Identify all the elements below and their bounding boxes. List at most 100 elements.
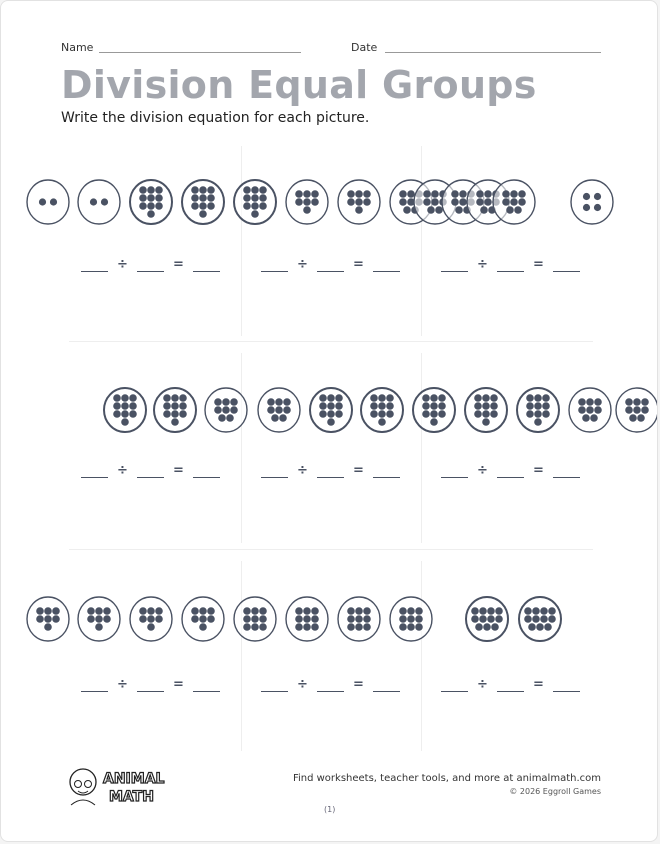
dot bbox=[386, 394, 394, 402]
divisor-blank[interactable] bbox=[317, 271, 344, 272]
dot bbox=[243, 623, 251, 631]
divide-sign: ÷ bbox=[477, 257, 488, 272]
divisor-blank[interactable] bbox=[497, 271, 524, 272]
division-equation: ÷ = bbox=[441, 257, 581, 275]
divisor-blank[interactable] bbox=[137, 271, 164, 272]
dot bbox=[327, 410, 335, 418]
dividend-blank[interactable] bbox=[441, 691, 468, 692]
group-circle bbox=[129, 179, 173, 225]
dividend-blank[interactable] bbox=[261, 691, 288, 692]
group-circle bbox=[129, 596, 173, 642]
group-circle bbox=[233, 179, 277, 225]
divisor-blank[interactable] bbox=[137, 691, 164, 692]
equals-sign: = bbox=[173, 677, 184, 692]
dot bbox=[243, 194, 251, 202]
quotient-blank[interactable] bbox=[553, 477, 580, 478]
divisor-blank[interactable] bbox=[497, 691, 524, 692]
dividend-blank[interactable] bbox=[261, 271, 288, 272]
dividend-blank[interactable] bbox=[441, 271, 468, 272]
dot bbox=[121, 394, 129, 402]
dot bbox=[506, 206, 514, 214]
group-circle bbox=[464, 387, 508, 433]
svg-text:ANIMAL: ANIMAL bbox=[103, 771, 165, 787]
dot bbox=[438, 402, 446, 410]
dot bbox=[415, 607, 423, 615]
quotient-blank[interactable] bbox=[193, 477, 220, 478]
quotient-blank[interactable] bbox=[553, 271, 580, 272]
divider bbox=[421, 353, 422, 543]
divisor-blank[interactable] bbox=[317, 691, 344, 692]
dot bbox=[435, 206, 443, 214]
dividend-blank[interactable] bbox=[261, 477, 288, 478]
equals-sign: = bbox=[173, 257, 184, 272]
quotient-blank[interactable] bbox=[373, 477, 400, 478]
dot bbox=[526, 394, 534, 402]
dividend-blank[interactable] bbox=[81, 477, 108, 478]
dot bbox=[422, 394, 430, 402]
dot bbox=[121, 402, 129, 410]
dot bbox=[542, 402, 550, 410]
group-circle bbox=[492, 179, 536, 225]
dot bbox=[191, 607, 199, 615]
group-circle bbox=[570, 179, 614, 225]
dot bbox=[171, 402, 179, 410]
dot bbox=[303, 615, 311, 623]
dot bbox=[355, 206, 363, 214]
dot bbox=[311, 190, 319, 198]
divider bbox=[69, 341, 593, 342]
dot bbox=[207, 202, 215, 210]
dot bbox=[407, 615, 415, 623]
dot bbox=[370, 410, 378, 418]
dot bbox=[259, 615, 267, 623]
dot bbox=[347, 607, 355, 615]
dot bbox=[378, 402, 386, 410]
dot bbox=[363, 198, 371, 206]
dot bbox=[267, 406, 275, 414]
page-number: (1) bbox=[324, 805, 336, 814]
dot bbox=[540, 607, 548, 615]
dot bbox=[594, 406, 602, 414]
dot bbox=[625, 398, 633, 406]
dot bbox=[267, 398, 275, 406]
quotient-blank[interactable] bbox=[193, 691, 220, 692]
dot bbox=[259, 202, 267, 210]
quotient-blank[interactable] bbox=[373, 271, 400, 272]
dot bbox=[275, 398, 283, 406]
dot bbox=[214, 398, 222, 406]
equals-sign: = bbox=[353, 463, 364, 478]
dot bbox=[179, 410, 187, 418]
divisor-blank[interactable] bbox=[317, 477, 344, 478]
group-circle bbox=[204, 387, 248, 433]
dot bbox=[275, 406, 283, 414]
divider bbox=[69, 549, 593, 550]
dot bbox=[251, 202, 259, 210]
quotient-blank[interactable] bbox=[193, 271, 220, 272]
quotient-blank[interactable] bbox=[553, 691, 580, 692]
dot bbox=[163, 402, 171, 410]
dot bbox=[207, 607, 215, 615]
group-circle bbox=[309, 387, 353, 433]
dot bbox=[100, 198, 109, 206]
dividend-blank[interactable] bbox=[81, 691, 108, 692]
dot bbox=[199, 210, 207, 218]
dividend-blank[interactable] bbox=[81, 271, 108, 272]
dot bbox=[542, 394, 550, 402]
dot bbox=[518, 198, 526, 206]
group-circle bbox=[568, 387, 612, 433]
dot bbox=[155, 186, 163, 194]
dot bbox=[283, 398, 291, 406]
dot bbox=[430, 418, 438, 426]
dot bbox=[103, 607, 111, 615]
dot bbox=[347, 198, 355, 206]
date-field[interactable] bbox=[385, 52, 601, 53]
divisor-blank[interactable] bbox=[497, 477, 524, 478]
dot bbox=[171, 418, 179, 426]
name-field[interactable] bbox=[99, 52, 301, 53]
dot bbox=[363, 607, 371, 615]
dot bbox=[259, 186, 267, 194]
quotient-blank[interactable] bbox=[373, 691, 400, 692]
dot bbox=[459, 190, 467, 198]
divisor-blank[interactable] bbox=[137, 477, 164, 478]
dividend-blank[interactable] bbox=[441, 477, 468, 478]
